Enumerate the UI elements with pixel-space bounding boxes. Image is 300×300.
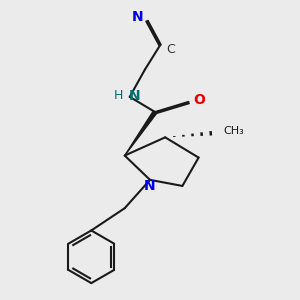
Polygon shape (125, 111, 157, 156)
Text: O: O (194, 93, 206, 107)
Text: N: N (129, 89, 141, 103)
Text: CH₃: CH₃ (223, 126, 244, 136)
Text: N: N (132, 10, 144, 24)
Text: N: N (144, 179, 156, 193)
Text: C: C (166, 43, 175, 56)
Text: H: H (114, 89, 123, 102)
